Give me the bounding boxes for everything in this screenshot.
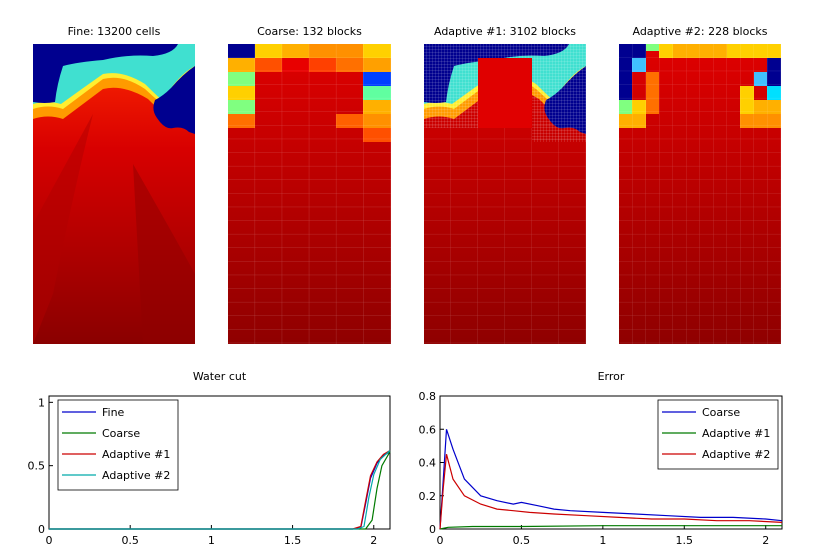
legend-label: Adaptive #1 [102, 448, 170, 461]
x-tick-label: 0.5 [121, 534, 139, 547]
chart-1: Water cut 0 0.5 1 1.5 2 0 0.5 1 Fine Coarse Adaptiv… [28, 370, 391, 547]
series-line-3 [439, 454, 783, 530]
coarse-panel-title: Coarse: 132 blocks [257, 25, 362, 38]
legend-label: Adaptive #2 [702, 448, 770, 461]
legend-label: Adaptive #1 [702, 427, 770, 440]
x-tick-label: 1 [599, 534, 606, 547]
x-tick-label: 0 [437, 534, 444, 547]
y-tick-label: 0.4 [419, 457, 437, 470]
adaptive1-panel-title: Adaptive #1: 3102 blocks [433, 25, 576, 38]
series-line-2 [439, 525, 782, 530]
adaptive2-panel-title: Adaptive #2: 228 blocks [632, 25, 768, 38]
y-tick-label: 0.6 [419, 423, 437, 436]
series-line-1 [439, 429, 783, 530]
x-tick-label: 1 [208, 534, 215, 547]
x-tick-label: 2 [370, 534, 377, 547]
series-line-4 [49, 450, 391, 530]
y-tick-label: 0 [429, 523, 436, 536]
y-tick-label: 1 [38, 396, 45, 409]
chart-title: Error [598, 370, 625, 383]
fine-saturation-field [33, 44, 195, 344]
x-tick-label: 0 [46, 534, 53, 547]
legend-label: Adaptive #2 [102, 469, 170, 482]
coarse-saturation-field [228, 44, 391, 344]
chart-2: Error 0 0.5 1 1.5 2 0 0.2 0.4 0.6 0.8 Coarse Adaptiv… [419, 370, 783, 547]
legend-label: Coarse [102, 427, 140, 440]
y-tick-label: 0 [38, 523, 45, 536]
legend-label: Fine [102, 406, 125, 419]
legend: Fine Coarse Adaptive #1 Adaptive #2 [57, 399, 179, 491]
x-tick-label: 1.5 [676, 534, 694, 547]
adaptive1-saturation-field [424, 44, 586, 344]
chart-title: Water cut [193, 370, 247, 383]
y-tick-label: 0.5 [28, 460, 46, 473]
y-tick-label: 0.2 [419, 490, 437, 503]
adaptive2-saturation-field [619, 44, 781, 344]
x-tick-label: 2 [762, 534, 769, 547]
x-tick-label: 1.5 [284, 534, 302, 547]
x-tick-label: 0.5 [513, 534, 531, 547]
legend-label: Coarse [702, 406, 740, 419]
legend: Coarse Adaptive #1 Adaptive #2 [657, 399, 779, 470]
fine-panel-title: Fine: 13200 cells [67, 25, 161, 38]
y-tick-label: 0.8 [419, 390, 437, 403]
